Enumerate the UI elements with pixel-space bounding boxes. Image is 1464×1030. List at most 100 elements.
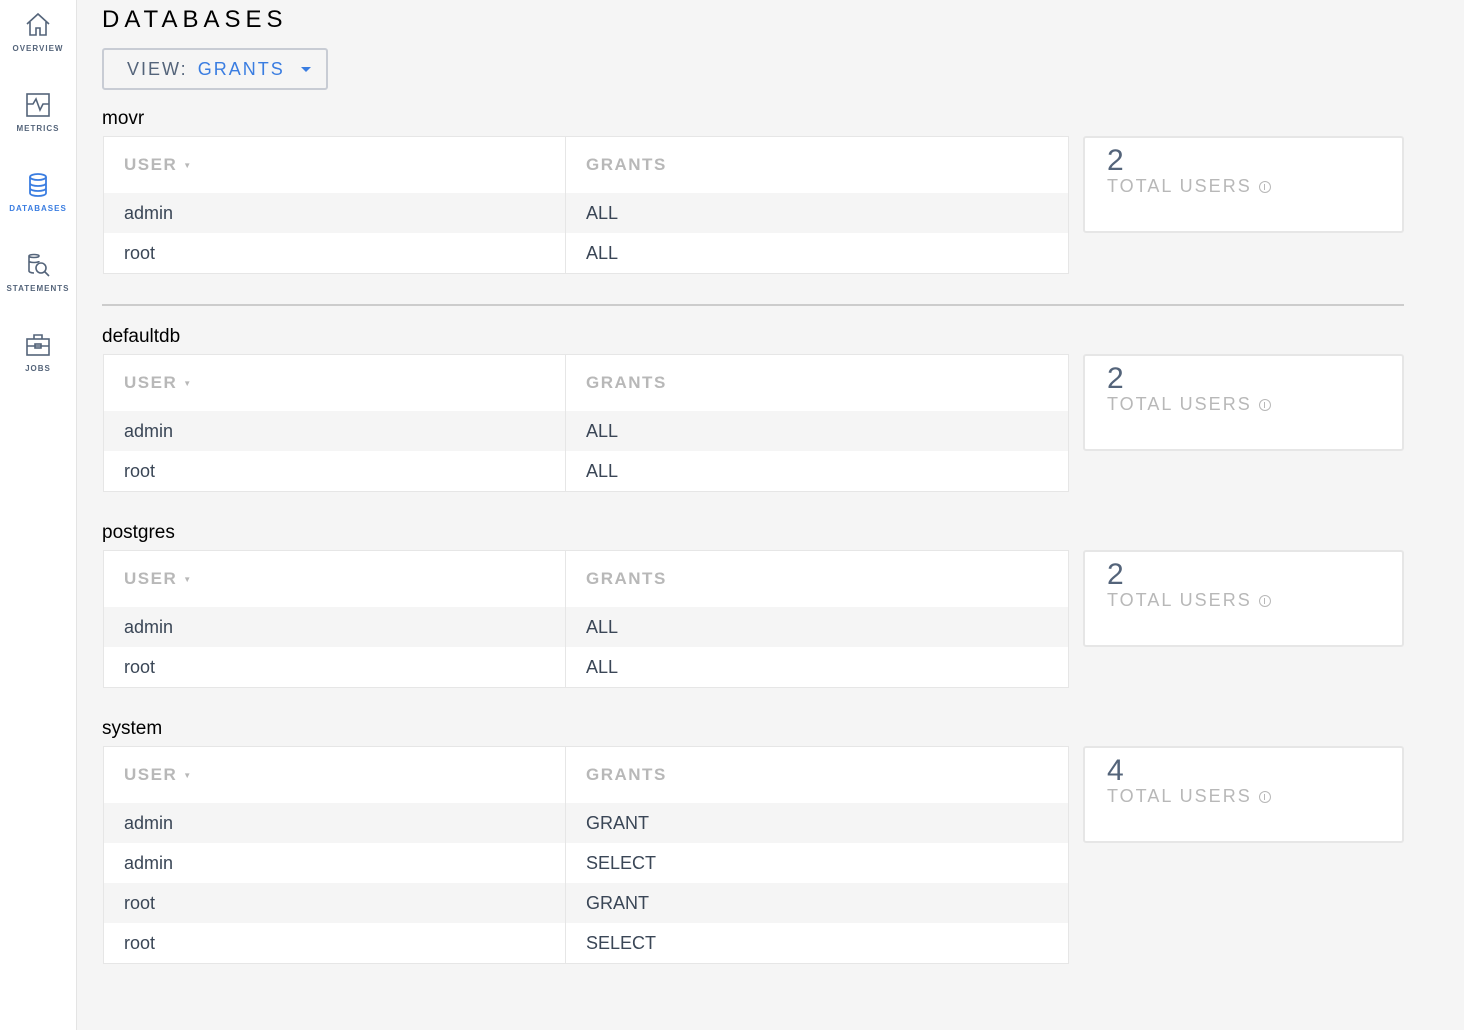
statements-icon (28, 253, 50, 277)
sort-caret-icon: ▼ (183, 160, 193, 170)
table-row: root ALL (104, 647, 1068, 687)
grants-column-header: GRANTS (586, 765, 667, 784)
metrics-icon (26, 93, 50, 117)
database-section-postgres: postgres USER ▼ GRANTS admin ALL root ALL… (102, 521, 1404, 688)
sidebar-item-label: STATEMENTS (6, 284, 70, 293)
table-header: USER ▼ GRANTS (104, 551, 1068, 607)
total-users-value: 2 (1107, 558, 1124, 591)
table-row: root ALL (104, 233, 1068, 273)
view-label: VIEW: (127, 58, 188, 79)
user-cell: admin (104, 607, 566, 647)
user-header-label: USER (124, 569, 178, 588)
database-name: defaultdb (102, 326, 181, 347)
user-cell: admin (104, 803, 566, 843)
user-column-header[interactable]: USER ▼ (104, 137, 566, 193)
grants-table: USER ▼ GRANTS admin ALL root ALL (103, 136, 1069, 274)
table-row: admin ALL (104, 607, 1068, 647)
total-users-label: TOTAL USERS (1107, 590, 1252, 610)
sidebar-item-statements[interactable]: STATEMENTS (0, 252, 76, 293)
sort-caret-icon: ▼ (183, 770, 193, 780)
info-icon[interactable] (1258, 398, 1271, 411)
sidebar-item-label: JOBS (25, 364, 51, 373)
info-icon[interactable] (1258, 594, 1271, 607)
table-row: admin GRANT (104, 803, 1068, 843)
table-row: admin ALL (104, 411, 1068, 451)
sidebar-item-label: OVERVIEW (12, 44, 64, 53)
grant-cell: ALL (586, 202, 619, 223)
grants-column-header: GRANTS (586, 569, 667, 588)
info-icon[interactable] (1258, 180, 1271, 193)
caret-down-icon (300, 66, 311, 72)
grants-table: USER ▼ GRANTS admin GRANT admin SELECT ro… (103, 746, 1069, 964)
table-header: USER ▼ GRANTS (104, 747, 1068, 803)
user-column-header[interactable]: USER ▼ (104, 747, 566, 803)
sidebar-item-databases[interactable]: DATABASES (0, 172, 76, 213)
grant-cell: ALL (586, 616, 619, 637)
grants-table: USER ▼ GRANTS admin ALL root ALL (103, 354, 1069, 492)
sidebar: OVERVIEW METRICS DATABASES STATEMENTS JO… (0, 0, 77, 1030)
table-header: USER ▼ GRANTS (104, 137, 1068, 193)
grant-cell: ALL (586, 460, 619, 481)
user-cell: root (104, 883, 566, 923)
user-cell: admin (104, 411, 566, 451)
user-header-label: USER (124, 373, 178, 392)
grant-cell: SELECT (586, 932, 657, 953)
sort-caret-icon: ▼ (183, 574, 193, 584)
grant-cell: ALL (586, 656, 619, 677)
total-users-label: TOTAL USERS (1107, 394, 1252, 414)
grants-column-header: GRANTS (586, 155, 667, 174)
database-section-system: system USER ▼ GRANTS admin GRANT admin SE… (102, 717, 1404, 964)
table-row: root ALL (104, 451, 1068, 491)
sidebar-item-overview[interactable]: OVERVIEW (0, 12, 76, 53)
user-cell: admin (104, 193, 566, 233)
grant-cell: ALL (586, 420, 619, 441)
grants-column-header: GRANTS (586, 373, 667, 392)
sidebar-item-label: DATABASES (9, 204, 67, 213)
section-divider (102, 304, 1404, 306)
database-icon (29, 173, 47, 197)
total-users-value: 4 (1107, 754, 1124, 787)
total-users-value: 2 (1107, 362, 1124, 395)
grant-cell: ALL (586, 242, 619, 263)
database-name: system (102, 718, 163, 739)
user-column-header[interactable]: USER ▼ (104, 551, 566, 607)
user-cell: root (104, 923, 566, 963)
sort-caret-icon: ▼ (183, 378, 193, 388)
user-cell: root (104, 647, 566, 687)
database-name: postgres (102, 522, 175, 543)
table-row: admin ALL (104, 193, 1068, 233)
view-dropdown[interactable]: VIEW: GRANTS (102, 48, 328, 90)
total-users-label: TOTAL USERS (1107, 176, 1252, 196)
table-row: admin SELECT (104, 843, 1068, 883)
grant-cell: GRANT (586, 892, 649, 913)
table-header: USER ▼ GRANTS (104, 355, 1068, 411)
sidebar-item-jobs[interactable]: JOBS (0, 332, 76, 373)
user-header-label: USER (124, 155, 178, 174)
database-section-defaultdb: defaultdb USER ▼ GRANTS admin ALL root AL… (102, 325, 1404, 492)
grant-cell: SELECT (586, 852, 657, 873)
database-section-movr: movr USER ▼ GRANTS admin ALL root ALL 2 T… (102, 107, 1404, 274)
total-users-value: 2 (1107, 144, 1124, 177)
total-users-card: 2 TOTAL USERS (1083, 550, 1404, 647)
total-users-label: TOTAL USERS (1107, 786, 1252, 806)
total-users-card: 2 TOTAL USERS (1083, 136, 1404, 233)
table-row: root GRANT (104, 883, 1068, 923)
view-value: GRANTS (197, 58, 285, 79)
home-icon (26, 12, 50, 36)
user-column-header[interactable]: USER ▼ (104, 355, 566, 411)
total-users-card: 4 TOTAL USERS (1083, 746, 1404, 843)
user-header-label: USER (124, 765, 178, 784)
total-users-card: 2 TOTAL USERS (1083, 354, 1404, 451)
table-row: root SELECT (104, 923, 1068, 963)
user-cell: root (104, 451, 566, 491)
jobs-icon (26, 334, 50, 356)
sidebar-item-metrics[interactable]: METRICS (0, 92, 76, 133)
grants-table: USER ▼ GRANTS admin ALL root ALL (103, 550, 1069, 688)
info-icon[interactable] (1258, 790, 1271, 803)
user-cell: admin (104, 843, 566, 883)
sidebar-item-label: METRICS (16, 124, 60, 133)
page-title: DATABASES (102, 6, 288, 33)
grant-cell: GRANT (586, 812, 649, 833)
database-name: movr (102, 108, 145, 129)
user-cell: root (104, 233, 566, 273)
